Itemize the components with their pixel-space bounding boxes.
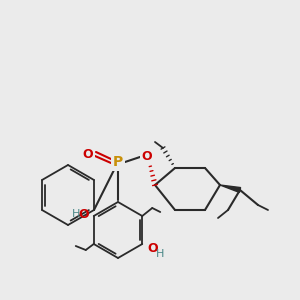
Text: O: O xyxy=(78,208,89,220)
Polygon shape xyxy=(220,185,241,192)
Text: O: O xyxy=(142,151,152,164)
Text: O: O xyxy=(83,148,93,160)
Text: O: O xyxy=(147,242,158,256)
Text: H: H xyxy=(72,209,80,219)
Text: P: P xyxy=(113,155,123,169)
Text: H: H xyxy=(156,249,165,259)
